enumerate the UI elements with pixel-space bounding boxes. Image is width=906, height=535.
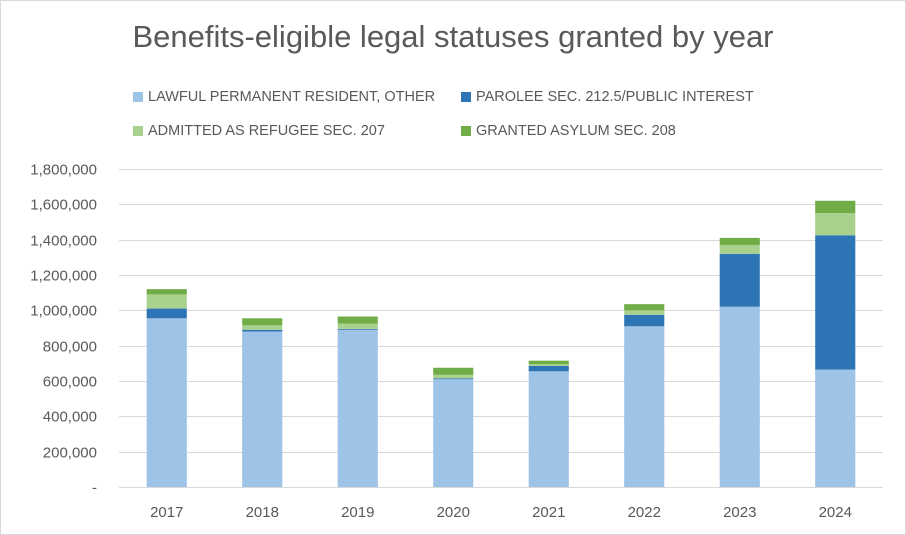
legend-label-asylum: GRANTED ASYLUM SEC. 208 [476, 123, 676, 139]
legend-swatch-lawful-permanent-resident [133, 92, 143, 102]
bar-segment [433, 378, 474, 380]
x-tick-label: 2019 [341, 504, 374, 521]
x-tick-label: 2021 [532, 504, 565, 521]
bar-segment [433, 367, 474, 375]
chart-title: Benefits-eligible legal statuses granted… [132, 19, 774, 54]
y-tick-label: 1,200,000 [30, 268, 97, 285]
bar-segment [815, 213, 856, 236]
bar-segment [528, 371, 569, 487]
bar-segment [624, 310, 665, 315]
bar-segment [146, 318, 187, 487]
legend-swatch-parolee [461, 92, 471, 102]
legend-swatch-refugee [133, 126, 143, 136]
y-tick-label: 400,000 [43, 409, 97, 426]
bar-segment [242, 331, 283, 487]
bar-segment [337, 329, 378, 487]
x-tick-label: 2023 [723, 504, 756, 521]
legend-item-asylum: GRANTED ASYLUM SEC. 208 [461, 121, 676, 141]
bar-segment [146, 289, 187, 295]
bar-segment [624, 304, 665, 311]
legend-item-refugee: ADMITTED AS REFUGEE SEC. 207 [133, 121, 385, 141]
bar-segment [719, 237, 760, 245]
y-tick-label: 1,400,000 [30, 233, 97, 250]
bar-segment [146, 308, 187, 319]
bar-segment [242, 325, 283, 330]
bar-segment [433, 379, 474, 487]
x-tick-label: 2018 [246, 504, 279, 521]
x-tick-label: 2022 [628, 504, 661, 521]
bar-segment [815, 200, 856, 214]
bar-segment [624, 326, 665, 487]
bar-segment [719, 253, 760, 307]
bar-segment [433, 374, 474, 379]
bar-segment [719, 244, 760, 254]
legend-label-lawful-permanent-resident: LAWFUL PERMANENT RESIDENT, OTHER [148, 89, 436, 105]
x-tick-label: 2017 [150, 504, 183, 521]
y-tick-label: 1,000,000 [30, 303, 97, 320]
bar-segment [337, 316, 378, 324]
bar-segment [242, 329, 283, 332]
bar-segment [719, 306, 760, 487]
legend-swatch-asylum [461, 126, 471, 136]
y-tick-label: 1,600,000 [30, 197, 97, 214]
bar-segment [815, 369, 856, 487]
bar-segment [337, 323, 378, 329]
bar-segment [146, 294, 187, 309]
bar-segment [815, 235, 856, 370]
legend-label-parolee: PAROLEE SEC. 212.5/PUBLIC INTEREST [476, 89, 754, 105]
legend-label-refugee: ADMITTED AS REFUGEE SEC. 207 [148, 123, 385, 139]
bar-segment [528, 360, 569, 365]
y-tick-label: 1,800,000 [30, 162, 97, 179]
legend-item-lawful-permanent-resident: LAWFUL PERMANENT RESIDENT, OTHER [133, 87, 435, 107]
bar-segment [624, 314, 665, 327]
bar-segment [528, 365, 569, 372]
x-tick-label: 2024 [819, 504, 852, 521]
bar-segment [337, 328, 378, 330]
bar-segment [242, 318, 283, 326]
x-tick-label: 2020 [437, 504, 470, 521]
legend-item-parolee: PAROLEE SEC. 212.5/PUBLIC INTEREST [461, 87, 754, 107]
bar-segment [528, 364, 569, 366]
y-tick-label: 600,000 [43, 374, 97, 391]
y-tick-label: 200,000 [43, 445, 97, 462]
y-tick-label: 800,000 [43, 339, 97, 356]
y-tick-label: - [92, 480, 97, 497]
